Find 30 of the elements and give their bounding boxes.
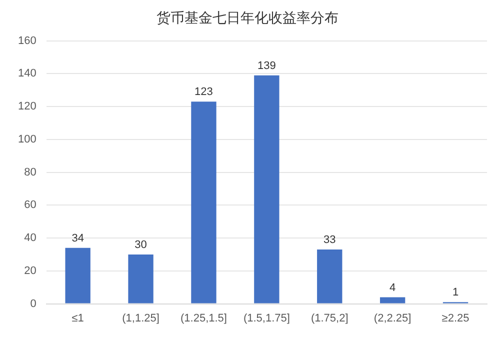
- bar: [254, 75, 280, 304]
- y-tick-label: 80: [24, 166, 36, 178]
- bar: [317, 250, 342, 304]
- y-tick-label: 160: [18, 34, 36, 47]
- chart-title: 货币基金七日年化收益率分布: [156, 9, 338, 26]
- x-tick-label: (2,2.25]: [374, 312, 412, 324]
- data-label: 123: [194, 86, 213, 98]
- bar: [191, 102, 216, 304]
- y-tick-label: 0: [30, 298, 36, 310]
- data-label: 33: [324, 234, 336, 246]
- x-tick-label: ≥2.25: [442, 312, 470, 324]
- bar: [65, 248, 90, 304]
- y-tick-label: 140: [18, 68, 36, 80]
- y-tick-label: 100: [18, 133, 36, 146]
- y-tick-label: 40: [24, 232, 36, 244]
- bar: [380, 297, 406, 304]
- y-tick-label: 120: [18, 100, 36, 113]
- x-tick-label: (1.75,2]: [310, 312, 348, 324]
- data-label: 139: [257, 60, 276, 72]
- x-tick-label: (1.5,1.75]: [243, 312, 290, 324]
- x-tick-label: ≤1: [72, 312, 84, 324]
- data-label: 4: [390, 282, 396, 294]
- x-tick-label: (1.25,1.5]: [180, 312, 227, 324]
- x-tick-label: (1,1.25]: [122, 312, 160, 324]
- bar: [128, 254, 154, 304]
- data-label: 1: [452, 286, 459, 299]
- data-label: 30: [134, 239, 147, 252]
- y-tick-label: 20: [24, 264, 36, 277]
- data-label: 34: [72, 232, 84, 244]
- y-tick-label: 60: [24, 199, 36, 212]
